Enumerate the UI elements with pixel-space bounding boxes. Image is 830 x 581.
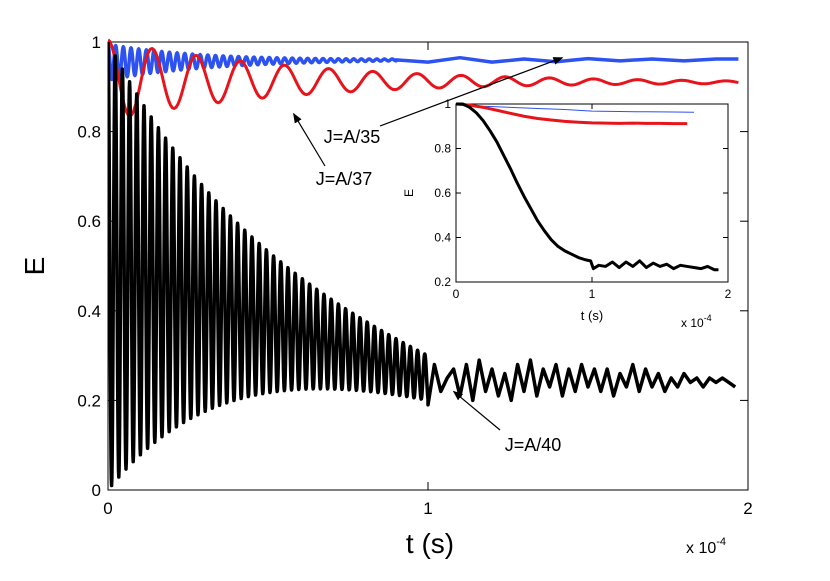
y-tick-label: 0.4 (77, 302, 101, 321)
x-tick-label: 0 (103, 499, 112, 518)
inset-plot-frame (455, 103, 729, 283)
y-tick-label: 0.6 (434, 186, 451, 200)
series-line-j-a-40 (108, 41, 737, 488)
inset-x-multiplier: x 10-4 (681, 313, 712, 330)
annotation-arrow (452, 390, 501, 431)
y-tick-label: 0.4 (434, 231, 451, 245)
y-tick-label: 0.2 (434, 275, 451, 289)
series-line-j-a-37 (108, 38, 739, 118)
annotation-arrow (379, 57, 564, 127)
y-tick-label: 1 (444, 97, 451, 111)
main-x-multiplier: x 10-4 (686, 536, 726, 557)
annotation-label-j-a-35: J=A/35 (324, 127, 381, 147)
x-tick-label: 2 (743, 499, 752, 518)
annotation-label-j-a-37: J=A/37 (316, 169, 373, 189)
inset-series (456, 102, 719, 272)
annotation-arrow (293, 112, 326, 167)
x-tick-label: 1 (589, 287, 596, 301)
x-tick-label: 2 (725, 287, 732, 301)
series-line-j-a-35 (108, 43, 739, 82)
main-x-axis-label: t (s) (406, 528, 454, 559)
y-tick-label: 0.8 (77, 123, 101, 142)
x-tick-label: 1 (423, 499, 432, 518)
series-line-inset-2 (456, 102, 719, 272)
main-series (108, 38, 739, 488)
y-tick-label: 0 (92, 481, 101, 500)
inset-y-axis-label: E (402, 189, 416, 197)
main-y-axis-label: E (19, 257, 50, 276)
main-ticks: 0 1 200.20.40.60.81 (77, 33, 752, 518)
annotation-label-j-a-40: J=A/40 (505, 435, 562, 455)
y-tick-label: 0.2 (77, 391, 101, 410)
y-tick-label: 1 (92, 33, 101, 52)
inset-x-axis-label: t (s) (581, 308, 603, 323)
x-tick-label: 0 (453, 287, 460, 301)
y-tick-label: 0.8 (434, 142, 451, 156)
series-line-inset-1 (456, 102, 688, 126)
y-tick-label: 0.6 (77, 212, 101, 231)
inset-ticks: 0 1 2 0.2 0.4 0.6 0.8 1 (434, 97, 731, 301)
annotations: J=A/35 J=A/37 J=A/40 (293, 57, 564, 455)
